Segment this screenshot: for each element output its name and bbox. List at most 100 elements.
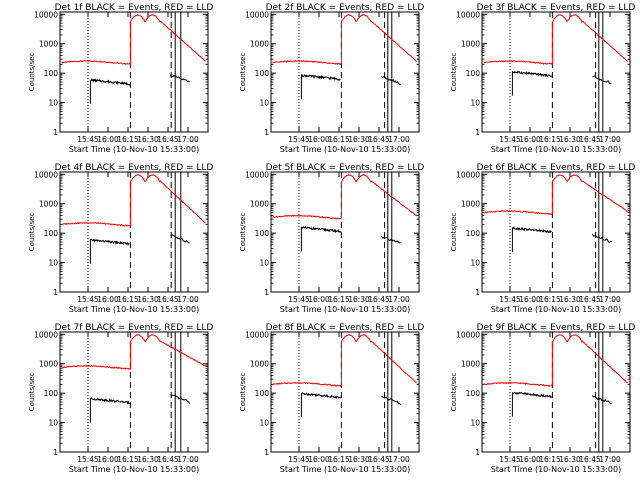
y-tick-label: 10000 [245, 170, 269, 179]
x-tick-label: 16:45 [157, 135, 179, 144]
y-tick-label: 1 [264, 288, 269, 297]
x-tick-label: 16:15 [539, 455, 561, 464]
y-tick-label: 10000 [34, 10, 58, 19]
x-tick-label: 16:45 [368, 135, 390, 144]
detector-panel-4: Det 4f BLACK = Events, RED = LLD 1 10 100 10… [28, 163, 213, 314]
x-tick-label: 16:30 [348, 295, 370, 304]
plot-frame [270, 171, 420, 293]
y-tick-label: 100 [255, 389, 270, 398]
x-tick-label: 16:30 [559, 295, 581, 304]
y-tick-label: 100 [44, 389, 59, 398]
plot-frame [481, 171, 631, 293]
plot-frame [481, 11, 631, 133]
y-tick-label: 1000 [39, 360, 58, 369]
y-tick-label: 1000 [39, 200, 58, 209]
x-tick-label: 16:00 [519, 455, 541, 464]
x-axis-label: Start Time (10-Nov-10 15:33:00) [491, 145, 621, 154]
y-tick-label: 1 [264, 128, 269, 137]
detector-panel-5: Det 5f BLACK = Events, RED = LLD 1 10 100 10… [239, 163, 424, 314]
x-axis-label: Start Time (10-Nov-10 15:33:00) [280, 145, 410, 154]
x-tick-label: 16:45 [157, 455, 179, 464]
y-tick-label: 100 [255, 69, 270, 78]
y-axis-label: Counts/sec [450, 213, 458, 252]
series-line-events [381, 75, 401, 85]
x-tick-label: 16:45 [579, 455, 601, 464]
x-tick-label: 16:30 [559, 135, 581, 144]
plot-frame [270, 11, 420, 133]
y-tick-label: 10000 [34, 330, 58, 339]
series-line-events [300, 73, 341, 100]
series-line-events [169, 74, 190, 83]
x-tick-label: 16:45 [579, 295, 601, 304]
x-tick-label: 15:45 [77, 455, 99, 464]
x-tick-label: 17:00 [177, 455, 199, 464]
y-axis-label: Counts/sec [28, 53, 36, 92]
x-tick-label: 17:00 [388, 295, 410, 304]
y-tick-label: 100 [44, 229, 59, 238]
x-tick-label: 16:45 [368, 295, 390, 304]
y-tick-label: 1000 [461, 200, 480, 209]
y-tick-label: 100 [44, 69, 59, 78]
series-line-lld [61, 334, 206, 371]
series-line-lld [272, 173, 417, 220]
x-tick-label: 16:00 [308, 135, 330, 144]
x-tick-label: 15:45 [499, 295, 521, 304]
series-line-events [89, 78, 131, 104]
x-tick-label: 16:00 [97, 135, 119, 144]
x-tick-label: 15:45 [77, 295, 99, 304]
x-tick-label: 16:15 [117, 295, 139, 304]
series-line-lld [483, 14, 628, 65]
x-tick-label: 15:45 [77, 135, 99, 144]
x-axis-label: Start Time (10-Nov-10 15:33:00) [69, 305, 199, 314]
y-tick-label: 10 [470, 259, 480, 268]
x-tick-label: 17:00 [388, 135, 410, 144]
y-tick-label: 10 [259, 99, 269, 108]
plot-frame [481, 331, 631, 453]
y-tick-label: 1000 [250, 200, 269, 209]
panel-title: Det 2f BLACK = Events, RED = LLD [266, 3, 425, 13]
series-line-events [89, 238, 130, 264]
y-axis-label: Counts/sec [239, 53, 247, 92]
y-tick-label: 10 [470, 419, 480, 428]
x-tick-label: 16:00 [97, 295, 119, 304]
x-tick-label: 17:00 [177, 295, 199, 304]
x-tick-label: 16:15 [117, 135, 139, 144]
series-line-lld [61, 14, 206, 67]
x-tick-label: 16:15 [539, 295, 561, 304]
series-line-events [300, 392, 342, 418]
x-tick-label: 16:45 [368, 455, 390, 464]
detector-panel-9: Det 9f BLACK = Events, RED = LLD 1 10 100 10… [450, 323, 635, 474]
y-tick-label: 10 [48, 419, 58, 428]
y-tick-label: 1000 [461, 40, 480, 49]
x-tick-label: 17:00 [177, 135, 199, 144]
x-axis-label: Start Time (10-Nov-10 15:33:00) [491, 465, 621, 474]
x-axis-label: Start Time (10-Nov-10 15:33:00) [491, 305, 621, 314]
panel-title: Det 6f BLACK = Events, RED = LLD [477, 163, 636, 173]
x-axis-label: Start Time (10-Nov-10 15:33:00) [280, 465, 410, 474]
y-tick-label: 10000 [456, 170, 480, 179]
x-tick-label: 16:00 [97, 455, 119, 464]
x-tick-label: 16:30 [348, 135, 370, 144]
x-tick-label: 16:30 [559, 455, 581, 464]
series-line-events [380, 235, 401, 244]
y-tick-label: 10 [470, 99, 480, 108]
y-tick-label: 10000 [34, 170, 58, 179]
y-tick-label: 10 [259, 259, 269, 268]
y-tick-label: 100 [466, 69, 481, 78]
x-tick-label: 16:00 [308, 295, 330, 304]
y-tick-label: 1000 [39, 40, 58, 49]
series-line-events [89, 397, 131, 423]
series-line-events [511, 225, 552, 252]
y-tick-label: 1 [53, 128, 58, 137]
y-axis-label: Counts/sec [450, 53, 458, 92]
detector-panel-6: Det 6f BLACK = Events, RED = LLD 1 10 100 10… [450, 163, 635, 314]
y-axis-label: Counts/sec [450, 373, 458, 412]
detector-panel-1: Det 1f BLACK = Events, RED = LLD 1 10 100 10… [28, 3, 213, 154]
x-tick-label: 15:45 [499, 455, 521, 464]
series-line-lld [272, 334, 417, 387]
y-axis-label: Counts/sec [239, 373, 247, 412]
detector-panel-7: Det 7f BLACK = Events, RED = LLD 1 10 100 10… [28, 323, 213, 474]
x-tick-label: 15:45 [288, 455, 310, 464]
x-tick-label: 16:45 [579, 135, 601, 144]
plot-frame [59, 11, 209, 133]
